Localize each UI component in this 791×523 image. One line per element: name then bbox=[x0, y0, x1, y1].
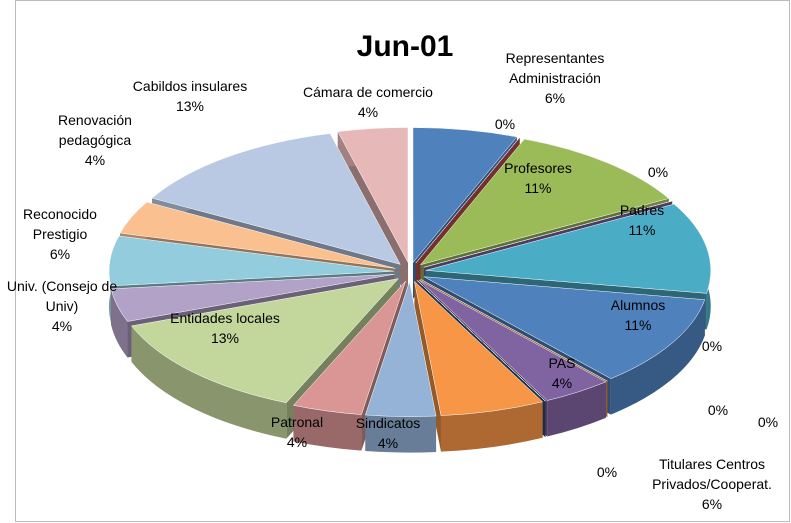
slice-label: Sindicatos 4% bbox=[328, 413, 448, 453]
slice-side bbox=[293, 405, 362, 451]
category-label: Padres bbox=[619, 202, 665, 218]
category-label: Alumnos bbox=[610, 297, 666, 313]
slice bbox=[417, 280, 546, 402]
value-label: 0% bbox=[494, 116, 516, 132]
value-label: 11% bbox=[624, 317, 652, 333]
category-label: Univ. (Consejo de Univ) bbox=[6, 278, 118, 314]
slice-side bbox=[440, 401, 543, 452]
slice bbox=[110, 273, 395, 322]
chart-border bbox=[15, 0, 790, 522]
value-label: 11% bbox=[524, 180, 552, 196]
value-label: 4% bbox=[357, 104, 379, 120]
slice-label: 0% bbox=[475, 114, 535, 134]
slice-label: Cabildos insulares 13% bbox=[110, 76, 270, 116]
slice-label: 0% bbox=[688, 400, 748, 420]
value-label: 0% bbox=[596, 464, 618, 480]
slice bbox=[423, 276, 706, 379]
category-label: Sindicatos bbox=[355, 415, 421, 431]
slice bbox=[418, 279, 607, 401]
slice-side bbox=[365, 414, 437, 453]
slice-label: Representantes Administración 6% bbox=[490, 48, 620, 108]
slice bbox=[419, 138, 670, 266]
slice bbox=[415, 137, 520, 264]
slice bbox=[414, 280, 544, 416]
value-label: 6% bbox=[544, 90, 566, 106]
category-label: Cabildos insulares bbox=[132, 78, 248, 94]
slice-label: Cámara de comercio 4% bbox=[283, 82, 453, 122]
slice-label: Reconocido Prestigio 6% bbox=[10, 204, 110, 264]
value-label: 0% bbox=[647, 164, 669, 180]
slice-label: Renovación pedagógica 4% bbox=[45, 110, 145, 170]
slice bbox=[131, 278, 400, 404]
slice bbox=[151, 133, 401, 265]
chart-title: Jun-01 bbox=[356, 30, 454, 63]
value-label: 13% bbox=[210, 330, 240, 346]
slice-label: Padres 11% bbox=[582, 200, 702, 240]
category-label: Profesores bbox=[504, 160, 572, 176]
value-label: 0% bbox=[757, 414, 779, 430]
slice bbox=[108, 235, 395, 287]
slice-label: 0% bbox=[577, 462, 637, 482]
slice-side bbox=[111, 288, 128, 358]
value-label: 6% bbox=[49, 246, 71, 262]
slice-label: Profesores 11% bbox=[478, 158, 598, 198]
category-label: Cámara de comercio bbox=[303, 84, 433, 100]
slice-label: Patronal 4% bbox=[237, 412, 357, 452]
slice-label: 0% bbox=[738, 412, 791, 432]
category-label: Reconocido Prestigio bbox=[23, 206, 97, 242]
slice-side bbox=[131, 325, 287, 439]
category-label: Representantes Administración bbox=[505, 50, 605, 86]
slice-label: 0% bbox=[628, 162, 688, 182]
slice-label: 0% bbox=[682, 336, 742, 356]
slice-label: Entidades locales 13% bbox=[145, 308, 305, 348]
value-label: 4% bbox=[551, 375, 573, 391]
slice bbox=[365, 280, 437, 417]
category-label: PAS bbox=[548, 355, 576, 371]
value-label: 6% bbox=[701, 496, 723, 512]
value-label: 4% bbox=[286, 434, 308, 450]
slice bbox=[337, 127, 409, 263]
category-label: Renovación pedagógica bbox=[58, 112, 132, 148]
slice bbox=[412, 127, 518, 264]
value-label: 4% bbox=[84, 152, 106, 168]
slice-label: Alumnos 11% bbox=[578, 295, 698, 335]
value-label: 4% bbox=[377, 435, 399, 451]
slice bbox=[119, 201, 396, 269]
slice-side bbox=[547, 381, 606, 437]
slice-label: Univ. (Consejo de Univ) 4% bbox=[6, 276, 118, 336]
value-label: 0% bbox=[707, 402, 729, 418]
slice bbox=[292, 281, 406, 415]
slice bbox=[425, 203, 711, 294]
category-label: Entidades locales bbox=[170, 310, 280, 326]
value-label: 13% bbox=[175, 98, 205, 114]
value-label: 0% bbox=[701, 338, 723, 354]
value-label: 4% bbox=[51, 318, 73, 334]
category-label: Patronal bbox=[270, 414, 324, 430]
slice-label: Titulares Centros Privados/Cooperat. 6% bbox=[630, 454, 791, 514]
slice-label: PAS 4% bbox=[522, 353, 602, 393]
value-label: 11% bbox=[628, 222, 656, 238]
slice-side bbox=[610, 299, 705, 415]
category-label: Titulares Centros Privados/Cooperat. bbox=[652, 456, 772, 492]
